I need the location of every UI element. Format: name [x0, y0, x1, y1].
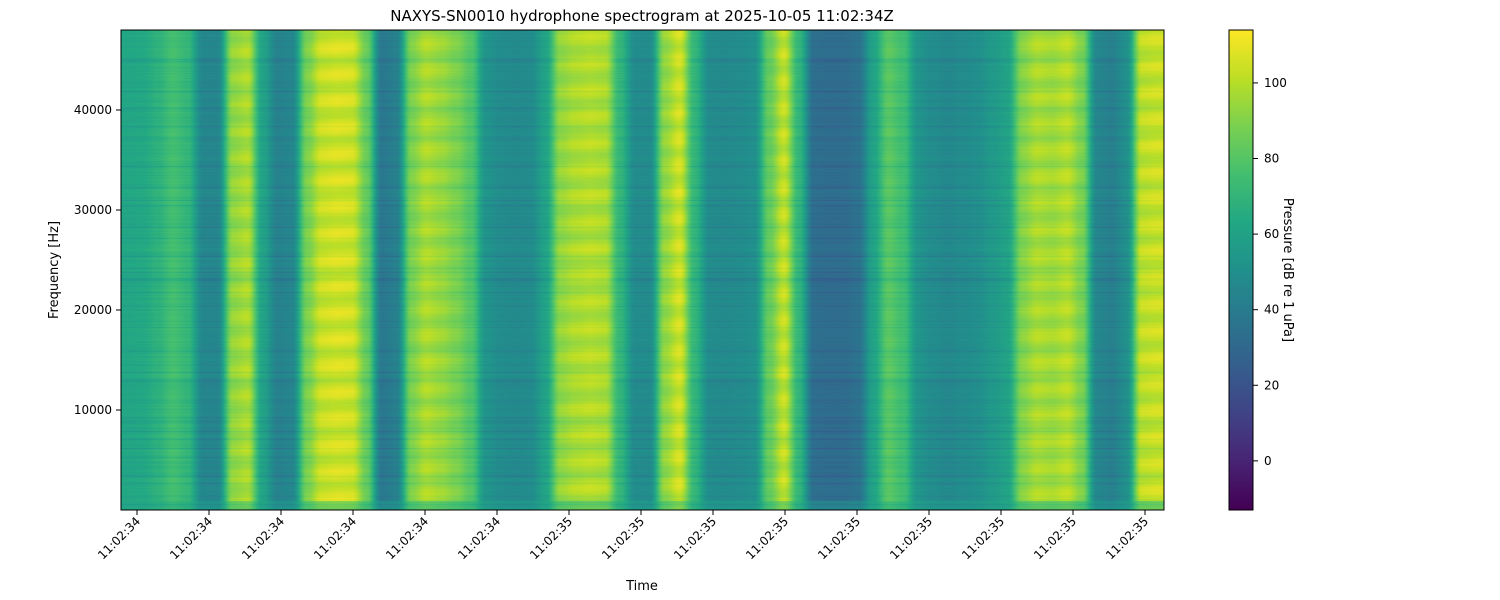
colorbar-tick-label: 0 — [1264, 454, 1272, 468]
colorbar — [1229, 30, 1253, 510]
x-axis: 11:02:34 11:02:34 11:02:34 11:02:34 11:02:34… — [95, 510, 1151, 562]
colorbar-tick-label: 20 — [1264, 378, 1279, 392]
colorbar-axis: 0 20 40 60 80 100 — [1253, 76, 1287, 468]
x-tick-label: 11:02:35 — [527, 514, 575, 562]
x-tick-label: 11:02:35 — [1031, 514, 1079, 562]
x-tick-label: 11:02:34 — [95, 514, 143, 562]
x-tick-label: 11:02:34 — [311, 514, 359, 562]
colorbar-tick-label: 100 — [1264, 76, 1287, 90]
y-tick-label: 40000 — [74, 103, 112, 117]
x-tick-label: 11:02:35 — [671, 514, 719, 562]
y-tick-label: 20000 — [74, 303, 112, 317]
x-tick-label: 11:02:35 — [743, 514, 791, 562]
plot-frame — [120, 29, 1165, 511]
x-tick-label: 11:02:34 — [167, 514, 215, 562]
spectrogram-heatmap — [121, 30, 1164, 510]
chart-title: NAXYS-SN0010 hydrophone spectrogram at 2… — [390, 7, 894, 25]
x-tick-label: 11:02:35 — [1103, 514, 1151, 562]
colorbar-tick-label: 60 — [1264, 227, 1279, 241]
x-tick-label: 11:02:34 — [455, 514, 503, 562]
y-tick-label: 30000 — [74, 203, 112, 217]
colorbar-label: Pressure [dB re 1 uPa] — [1280, 198, 1295, 342]
x-tick-label: 11:02:35 — [887, 514, 935, 562]
y-tick-label: 10000 — [74, 403, 112, 417]
colorbar-tick-label: 80 — [1264, 152, 1279, 166]
x-tick-label: 11:02:34 — [383, 514, 431, 562]
colorbar-frame — [1228, 29, 1254, 511]
x-axis-label: Time — [625, 579, 658, 594]
x-tick-label: 11:02:35 — [815, 514, 863, 562]
x-tick-label: 11:02:35 — [959, 514, 1007, 562]
colorbar-tick-label: 40 — [1264, 303, 1279, 317]
y-axis: 10000 20000 30000 40000 — [74, 103, 121, 417]
x-tick-label: 11:02:35 — [599, 514, 647, 562]
y-axis-label: Frequency [Hz] — [47, 221, 62, 319]
x-tick-label: 11:02:34 — [239, 514, 287, 562]
